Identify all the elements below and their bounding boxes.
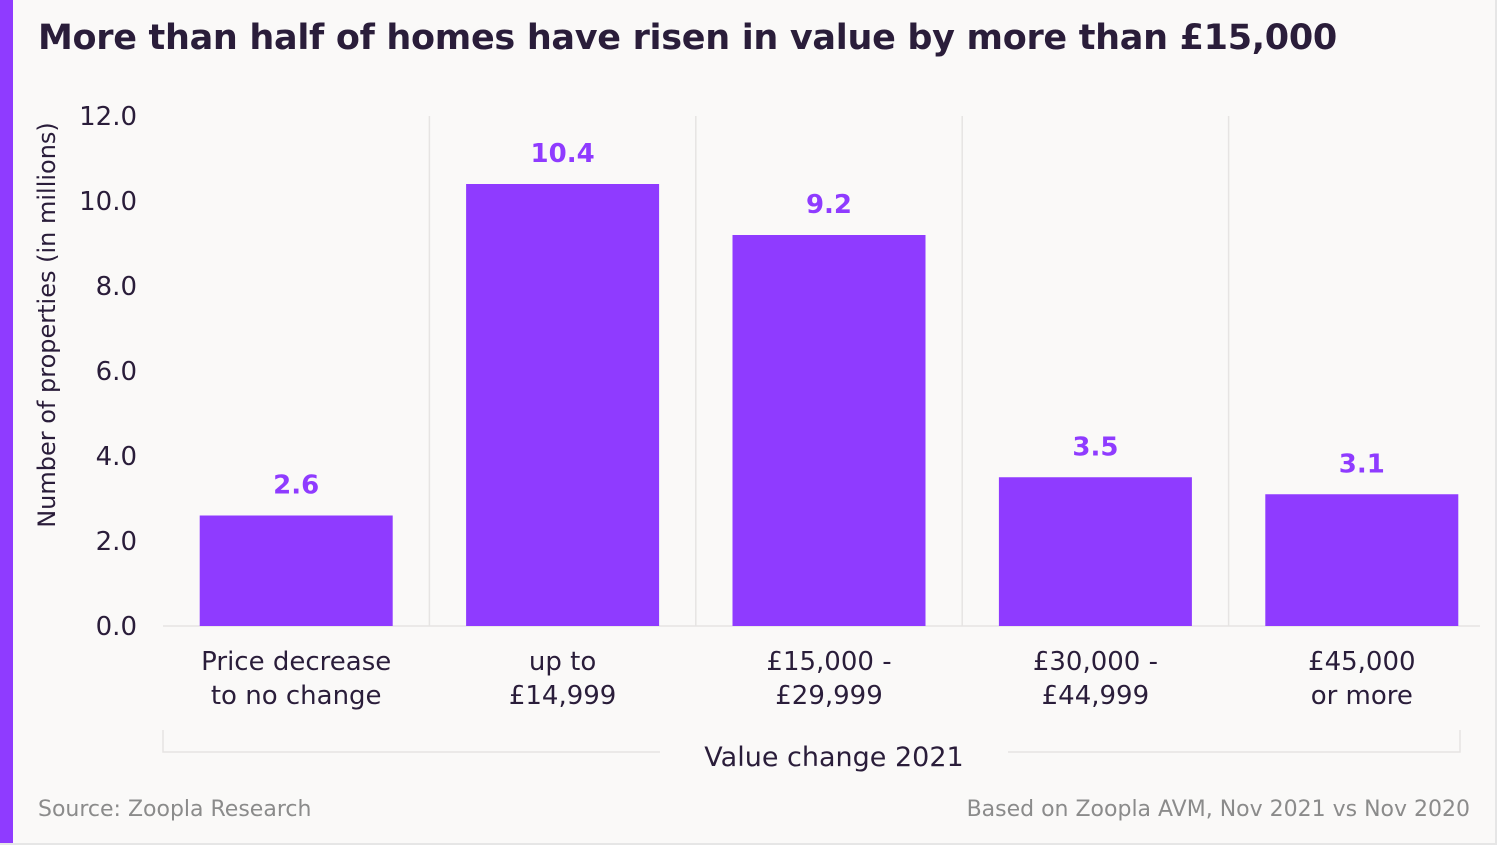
x-tick-label: up to [529, 647, 596, 677]
data-label: 3.5 [1072, 432, 1118, 462]
source-note: Source: Zoopla Research [38, 797, 312, 822]
x-axis-bracket-right [1008, 730, 1461, 753]
x-axis-bracket-left [162, 730, 660, 753]
bar [199, 515, 393, 626]
data-label: 9.2 [806, 190, 852, 220]
data-label: 3.1 [1339, 449, 1385, 479]
y-tick-label: 0.0 [96, 612, 137, 642]
y-tick-label: 10.0 [79, 187, 137, 217]
y-tick-label: 4.0 [96, 442, 137, 472]
data-label: 10.4 [531, 139, 595, 169]
x-tick-label: £45,000 [1308, 647, 1416, 677]
x-tick-label: £29,999 [775, 681, 883, 711]
y-tick-label: 6.0 [96, 357, 137, 387]
x-tick-label: £30,000 - [1033, 647, 1158, 677]
x-tick-label: Price decrease [201, 647, 391, 677]
chart-title: More than half of homes have risen in va… [38, 18, 1337, 58]
x-tick-label: £15,000 - [766, 647, 891, 677]
basis-note: Based on Zoopla AVM, Nov 2021 vs Nov 202… [966, 797, 1470, 822]
x-tick-label: £14,999 [509, 681, 617, 711]
bar [732, 235, 926, 626]
x-tick-label: £44,999 [1042, 681, 1150, 711]
bar [466, 184, 660, 626]
bar [998, 477, 1192, 626]
x-tick-label: to no change [211, 681, 382, 711]
x-axis-title: Value change 2021 [704, 742, 963, 773]
accent-bar [0, 0, 13, 843]
y-tick-label: 2.0 [96, 527, 137, 557]
bar [1265, 494, 1459, 626]
x-tick-label: or more [1311, 681, 1413, 711]
data-label: 2.6 [273, 471, 319, 501]
y-tick-label: 12.0 [79, 102, 137, 132]
y-tick-label: 8.0 [96, 272, 137, 302]
